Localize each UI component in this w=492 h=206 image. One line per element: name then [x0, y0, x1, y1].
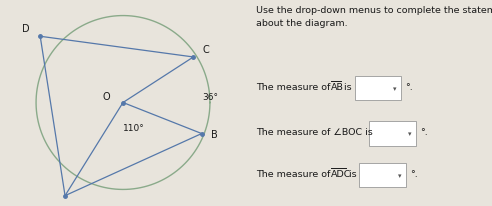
Text: The measure of: The measure of [256, 82, 333, 91]
Text: ▾: ▾ [393, 86, 397, 91]
Text: ADC: ADC [331, 169, 351, 178]
Text: ▾: ▾ [399, 172, 402, 178]
Text: is: is [346, 169, 356, 178]
Text: Use the drop-down menus to complete the statements
about the diagram.: Use the drop-down menus to complete the … [256, 6, 492, 28]
Text: B: B [211, 129, 217, 139]
FancyBboxPatch shape [369, 122, 416, 146]
FancyBboxPatch shape [360, 163, 406, 187]
Text: AB: AB [331, 82, 343, 91]
Text: ▾: ▾ [408, 131, 412, 137]
Text: C: C [202, 44, 209, 54]
Text: °.: °. [405, 82, 413, 91]
Text: 110°: 110° [123, 123, 145, 132]
Text: is: is [341, 82, 351, 91]
Text: D: D [22, 24, 30, 34]
Text: °.: °. [420, 128, 428, 137]
Text: O: O [103, 92, 110, 102]
FancyBboxPatch shape [355, 76, 401, 101]
Text: The measure of ∠BOC is: The measure of ∠BOC is [256, 128, 375, 137]
Text: °.: °. [410, 169, 418, 178]
Text: The measure of: The measure of [256, 169, 333, 178]
Text: 36°: 36° [203, 92, 219, 101]
